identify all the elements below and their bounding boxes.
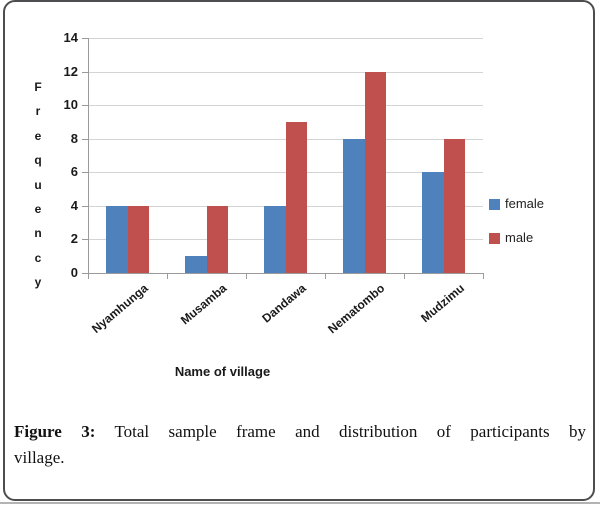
x-tick: [88, 273, 89, 279]
y-axis-title-letter: e: [34, 128, 42, 143]
y-tick-label: 2: [70, 231, 78, 247]
gridline: [88, 105, 483, 107]
y-axis-title-letter: q: [34, 153, 42, 168]
legend-label-female: female: [505, 196, 545, 211]
y-tick-label: 0: [70, 265, 78, 280]
gridline: [88, 38, 483, 39]
bottom-rule: [0, 502, 600, 504]
y-tick-label: 6: [70, 164, 78, 180]
bar-male-nyamhunga: [127, 205, 149, 273]
y-axis-title-letter: n: [34, 226, 42, 241]
legend-item-female: female: [489, 197, 544, 211]
legend: female male: [489, 197, 544, 245]
bar-female-mudzimu: [422, 172, 444, 273]
x-category-label: Musamba: [178, 281, 230, 328]
legend-swatch-male: [489, 232, 500, 244]
y-tick: [82, 105, 88, 107]
y-axis-title-letter: r: [35, 104, 41, 119]
y-axis-title-letter: u: [34, 177, 42, 192]
x-tick: [246, 273, 247, 279]
y-tick-label: 4: [70, 197, 78, 213]
x-axis-title: Name of village: [174, 364, 271, 379]
y-axis-title-letter: F: [34, 80, 42, 94]
legend-item-male: male: [489, 231, 544, 245]
bar-male-nematombo: [364, 71, 386, 273]
y-tick-label: 14: [63, 30, 78, 45]
x-category-label: Mudzimu: [417, 281, 467, 326]
figure-caption: Figure 3: Total sample frame and distrib…: [14, 419, 586, 471]
y-tick: [82, 273, 88, 274]
legend-label-male: male: [505, 230, 534, 245]
y-axis-title-letter: e: [34, 202, 42, 216]
bar-male-musamba: [206, 205, 228, 273]
y-axis-title-letter: c: [34, 250, 42, 265]
bar-male-mudzimu: [443, 138, 465, 273]
legend-swatch-female: [489, 198, 500, 210]
bar-female-nematombo: [343, 138, 365, 273]
chart-area: 0 2 4 6 8 10 12 14 Nyamhunga Musamba Dandawa Nemato…: [34, 30, 484, 337]
y-tick: [82, 71, 88, 73]
y-tick-label: 8: [70, 130, 78, 146]
gridline: [88, 71, 483, 73]
y-axis-title-letter: y: [34, 275, 42, 290]
bar-female-dandawa: [264, 205, 286, 273]
y-tick-label: 10: [63, 97, 78, 113]
x-tick: [404, 273, 405, 279]
y-tick: [82, 138, 88, 140]
y-tick-label: 12: [63, 63, 78, 79]
x-tick: [483, 273, 484, 279]
y-tick: [82, 205, 88, 207]
x-category-label: Dandawa: [259, 281, 309, 326]
caption-line-2: village.: [14, 448, 65, 467]
y-tick: [82, 239, 88, 241]
bar-female-nyamhunga: [106, 205, 128, 273]
x-category-label: Nematombo: [325, 281, 388, 337]
x-category-label: Nyamhunga: [88, 281, 151, 336]
x-tick: [325, 273, 326, 279]
bar-male-dandawa: [285, 121, 307, 273]
y-tick: [82, 172, 88, 174]
caption-text: Total sample frame and distribution of p…: [114, 422, 586, 441]
x-axis-line: [88, 273, 484, 274]
bar-female-musamba: [185, 256, 207, 273]
caption-figure-label: Figure 3:: [14, 422, 96, 441]
y-axis-line: [88, 38, 89, 273]
x-tick: [167, 273, 168, 279]
caption-line-1: Figure 3: Total sample frame and distrib…: [14, 419, 586, 445]
y-tick: [82, 38, 88, 39]
